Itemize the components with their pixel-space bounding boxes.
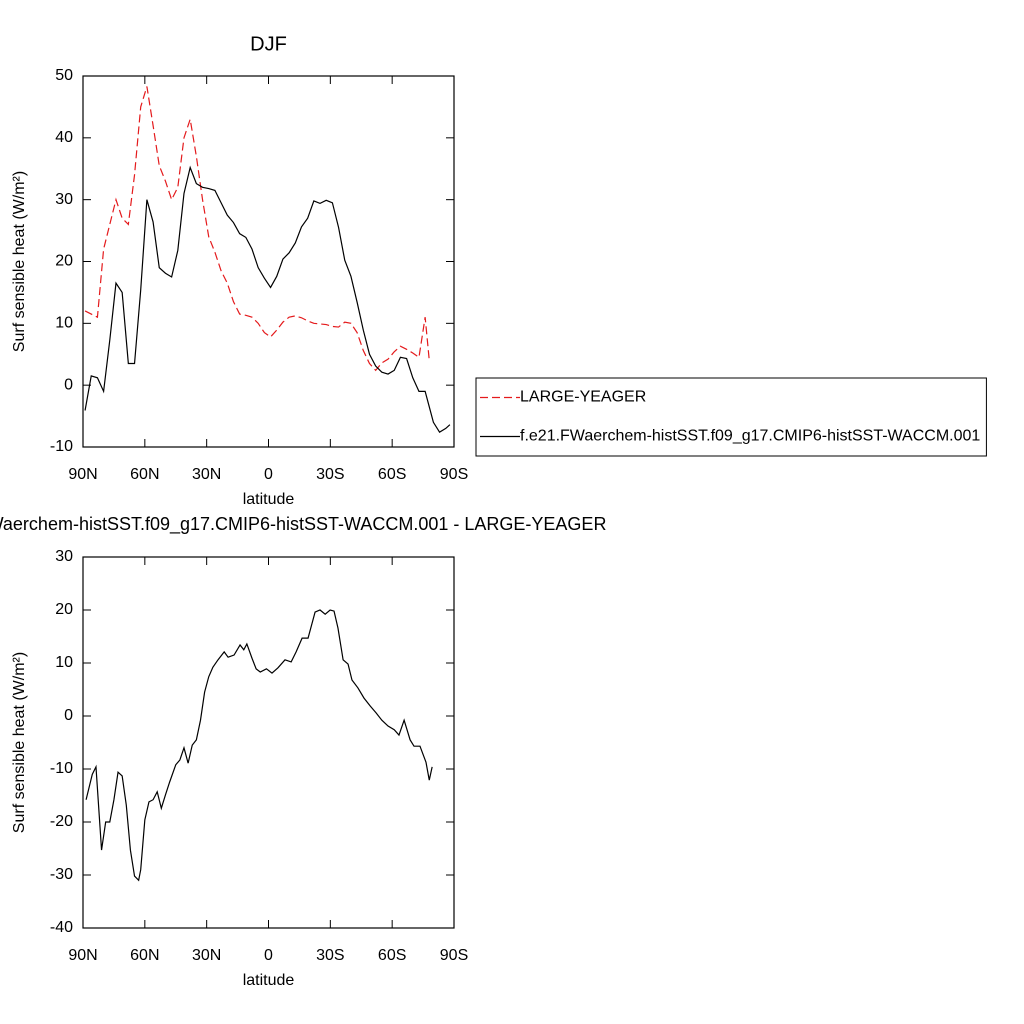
y-tick-label: -20: [50, 813, 73, 830]
x-tick-label: 60S: [378, 947, 406, 964]
y-tick-label: -40: [50, 919, 73, 936]
y-tick-label: 10: [55, 654, 73, 671]
chart-title: DJF: [250, 33, 287, 55]
x-tick-label: 60S: [378, 466, 406, 483]
x-tick-label: 30S: [316, 466, 344, 483]
x-tick-label: 30N: [192, 466, 221, 483]
plot-frame: [82, 556, 455, 929]
y-tick-label: 0: [64, 376, 73, 393]
y-tick-label: 20: [55, 601, 73, 618]
y-tick-label: 10: [55, 315, 73, 332]
x-tick-label: 90S: [440, 947, 468, 964]
y-tick-label: -10: [50, 438, 73, 455]
x-tick-label: 30S: [316, 947, 344, 964]
x-tick-label: 0: [264, 947, 273, 964]
y-tick-label: 30: [55, 191, 73, 208]
x-axis-label: latitude: [243, 972, 295, 989]
legend-box: [475, 377, 987, 457]
x-tick-label: 90N: [68, 947, 97, 964]
chart-title: f.e21.FWaerchem-histSST.f09_g17.CMIP6-hi…: [0, 514, 606, 535]
legend-label: LARGE-YEAGER: [520, 389, 646, 406]
x-tick-label: 0: [264, 466, 273, 483]
y-tick-label: 50: [55, 67, 73, 84]
x-tick-label: 60N: [130, 947, 159, 964]
x-tick-label: 90N: [68, 466, 97, 483]
data-line: [85, 609, 433, 882]
x-tick-label: 90S: [440, 466, 468, 483]
y-axis-label: Surf sensible heat (W/m²): [11, 652, 28, 833]
data-line: [84, 165, 451, 433]
x-tick-label: 30N: [192, 947, 221, 964]
y-tick-label: 40: [55, 129, 73, 146]
y-tick-label: -10: [50, 760, 73, 777]
y-tick-label: -30: [50, 866, 73, 883]
y-tick-label: 0: [64, 707, 73, 724]
legend-label: f.e21.FWaerchem-histSST.f09_g17.CMIP6-hi…: [520, 428, 980, 445]
y-tick-label: 30: [55, 548, 73, 565]
data-line: [84, 86, 430, 372]
x-axis-label: latitude: [243, 491, 295, 508]
x-tick-label: 60N: [130, 466, 159, 483]
y-axis-label: Surf sensible heat (W/m²): [11, 171, 28, 352]
y-tick-label: 20: [55, 253, 73, 270]
